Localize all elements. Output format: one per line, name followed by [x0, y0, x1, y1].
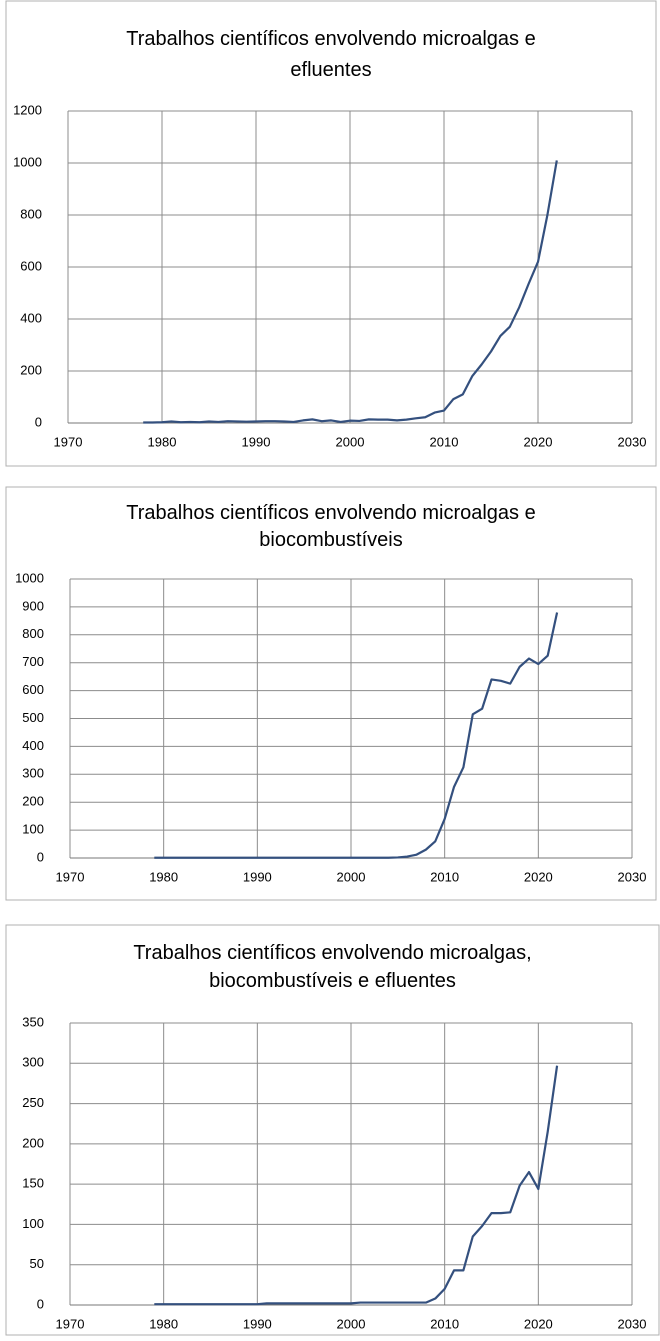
y-tick-label: 100	[22, 822, 44, 837]
x-tick-label: 2020	[524, 1316, 553, 1331]
x-tick-label: 1980	[148, 434, 177, 449]
y-tick-label: 1000	[13, 154, 42, 169]
y-tick-label: 200	[22, 1135, 44, 1150]
chart-title: Trabalhos científicos envolvendo microal…	[126, 28, 535, 50]
y-tick-label: 0	[37, 1296, 44, 1311]
x-tick-label: 2030	[618, 1316, 647, 1331]
chart-title: biocombustíveis	[259, 529, 402, 551]
x-tick-label: 2010	[430, 1316, 459, 1331]
chart: Trabalhos científicos envolvendo microal…	[5, 0, 657, 467]
y-tick-label: 50	[30, 1256, 44, 1271]
y-tick-label: 250	[22, 1095, 44, 1110]
data-line	[143, 160, 558, 424]
x-tick-label: 1990	[242, 434, 271, 449]
chart-frame	[5, 486, 657, 901]
y-tick-label: 0	[35, 414, 42, 429]
y-tick-label: 1200	[13, 102, 42, 117]
y-tick-label: 900	[22, 598, 44, 613]
x-tick-label: 1980	[149, 869, 178, 884]
y-tick-label: 300	[22, 766, 44, 781]
x-tick-label: 2000	[337, 1316, 366, 1331]
x-tick-label: 1990	[243, 1316, 272, 1331]
y-tick-label: 400	[20, 310, 42, 325]
chart-title: efluentes	[290, 59, 371, 81]
y-tick-label: 500	[22, 710, 44, 725]
y-tick-label: 1000	[15, 570, 44, 585]
y-tick-label: 350	[22, 1014, 44, 1029]
y-tick-label: 600	[22, 682, 44, 697]
x-tick-label: 1990	[243, 869, 272, 884]
y-tick-label: 300	[22, 1055, 44, 1070]
y-tick-label: 150	[22, 1176, 44, 1191]
x-tick-label: 1970	[56, 1316, 85, 1331]
x-tick-label: 2010	[430, 869, 459, 884]
chart-frame	[5, 0, 657, 467]
chart: Trabalhos científicos envolvendo microal…	[5, 486, 657, 901]
x-tick-label: 2020	[524, 869, 553, 884]
x-tick-label: 2000	[337, 869, 366, 884]
x-tick-label: 1970	[54, 434, 83, 449]
chart: Trabalhos científicos envolvendo microal…	[5, 924, 660, 1336]
y-tick-label: 800	[20, 206, 42, 221]
x-tick-label: 2000	[336, 434, 365, 449]
data-line	[154, 612, 559, 859]
y-tick-label: 400	[22, 738, 44, 753]
x-tick-label: 1980	[149, 1316, 178, 1331]
y-tick-label: 700	[22, 654, 44, 669]
y-tick-label: 100	[22, 1216, 44, 1231]
chart-title: biocombustíveis e efluentes	[209, 970, 456, 992]
y-tick-label: 800	[22, 626, 44, 641]
y-tick-label: 200	[20, 362, 42, 377]
x-tick-label: 2010	[430, 434, 459, 449]
data-line	[154, 1065, 559, 1306]
y-tick-label: 600	[20, 258, 42, 273]
chart-title: Trabalhos científicos envolvendo microal…	[126, 502, 535, 524]
x-tick-label: 2030	[618, 869, 647, 884]
chart-title: Trabalhos científicos envolvendo microal…	[133, 942, 531, 964]
x-tick-label: 2030	[618, 434, 647, 449]
chart-frame	[5, 924, 660, 1336]
y-tick-label: 200	[22, 794, 44, 809]
y-tick-label: 0	[37, 849, 44, 864]
x-tick-label: 2020	[524, 434, 553, 449]
x-tick-label: 1970	[56, 869, 85, 884]
